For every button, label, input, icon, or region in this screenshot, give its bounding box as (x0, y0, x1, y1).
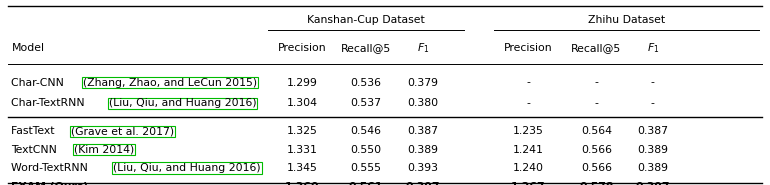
Text: 0.389: 0.389 (638, 163, 668, 173)
Text: 1.360: 1.360 (285, 182, 320, 185)
Text: -: - (527, 98, 531, 108)
Text: TextCNN: TextCNN (12, 145, 61, 155)
Text: $F_1$: $F_1$ (417, 41, 429, 55)
Text: 0.536: 0.536 (350, 78, 382, 88)
Text: -: - (651, 78, 654, 88)
Text: (Grave et al. 2017): (Grave et al. 2017) (71, 127, 174, 137)
Text: (Zhang, Zhao, and LeCun 2015): (Zhang, Zhao, and LeCun 2015) (82, 78, 257, 88)
Text: Kanshan-Cup Dataset: Kanshan-Cup Dataset (307, 15, 425, 25)
Text: 0.564: 0.564 (581, 127, 612, 137)
Text: Char-CNN: Char-CNN (12, 78, 68, 88)
Text: 1.331: 1.331 (286, 145, 317, 155)
Text: -: - (527, 78, 531, 88)
Text: 0.397: 0.397 (406, 182, 440, 185)
Text: FastText: FastText (12, 127, 59, 137)
Text: Word-TextRNN: Word-TextRNN (12, 163, 92, 173)
Text: 0.393: 0.393 (407, 163, 438, 173)
Text: Precision: Precision (504, 43, 553, 53)
Text: 1.267: 1.267 (511, 182, 546, 185)
Text: 1.241: 1.241 (513, 145, 544, 155)
Text: 0.566: 0.566 (581, 145, 612, 155)
Text: Zhihu Dataset: Zhihu Dataset (588, 15, 665, 25)
Text: 1.325: 1.325 (286, 127, 317, 137)
Text: 0.389: 0.389 (638, 145, 668, 155)
Text: Recall@5: Recall@5 (341, 43, 391, 53)
Text: 1.304: 1.304 (286, 98, 317, 108)
Text: Char-TextRNN: Char-TextRNN (12, 98, 89, 108)
Text: 0.555: 0.555 (350, 163, 382, 173)
Text: (Kim 2014): (Kim 2014) (74, 145, 134, 155)
Text: 0.566: 0.566 (581, 163, 612, 173)
Text: 0.387: 0.387 (407, 127, 438, 137)
Text: 0.578: 0.578 (579, 182, 614, 185)
Text: Recall@5: Recall@5 (571, 43, 621, 53)
Text: 1.235: 1.235 (513, 127, 544, 137)
Text: Precision: Precision (278, 43, 326, 53)
Text: (Liu, Qiu, and Huang 2016): (Liu, Qiu, and Huang 2016) (109, 98, 256, 108)
Text: 0.389: 0.389 (407, 145, 438, 155)
Text: 0.546: 0.546 (350, 127, 382, 137)
Text: (Liu, Qiu, and Huang 2016): (Liu, Qiu, and Huang 2016) (113, 163, 261, 173)
Text: 0.397: 0.397 (635, 182, 670, 185)
Text: 0.387: 0.387 (638, 127, 668, 137)
Text: 1.299: 1.299 (286, 78, 317, 88)
Text: Model: Model (12, 43, 45, 53)
Text: EXAM (Ours): EXAM (Ours) (12, 182, 89, 185)
Text: -: - (651, 98, 654, 108)
Text: 1.240: 1.240 (513, 163, 544, 173)
Text: 0.380: 0.380 (407, 98, 438, 108)
Text: $F_1$: $F_1$ (647, 41, 659, 55)
Text: 0.537: 0.537 (350, 98, 382, 108)
Text: 0.550: 0.550 (350, 145, 382, 155)
Text: 1.345: 1.345 (286, 163, 317, 173)
Text: 0.561: 0.561 (349, 182, 383, 185)
Text: -: - (594, 78, 598, 88)
Text: 0.379: 0.379 (407, 78, 438, 88)
Text: -: - (594, 98, 598, 108)
